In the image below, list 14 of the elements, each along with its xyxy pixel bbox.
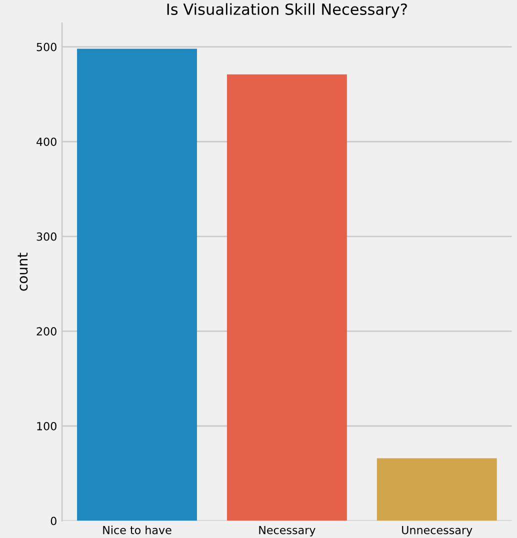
bar [77, 48, 197, 521]
y-tick-label: 0 [50, 516, 56, 526]
y-tick-label: 300 [36, 232, 56, 241]
y-tick-label: 100 [37, 422, 56, 430]
bar [376, 458, 497, 521]
chart-title: Is Visualization Skill Necessary? [167, 3, 407, 18]
y-tick-label: 500 [36, 42, 56, 52]
x-tick-label: Necessary [259, 526, 316, 536]
x-tick-label: Nice to have [103, 526, 172, 534]
y-axis-title: count [18, 252, 28, 291]
y-tick-label: 200 [36, 327, 56, 336]
y-tick-label: 400 [36, 138, 56, 146]
x-tick-label: Unnecessary [402, 526, 472, 536]
bar [226, 74, 347, 521]
